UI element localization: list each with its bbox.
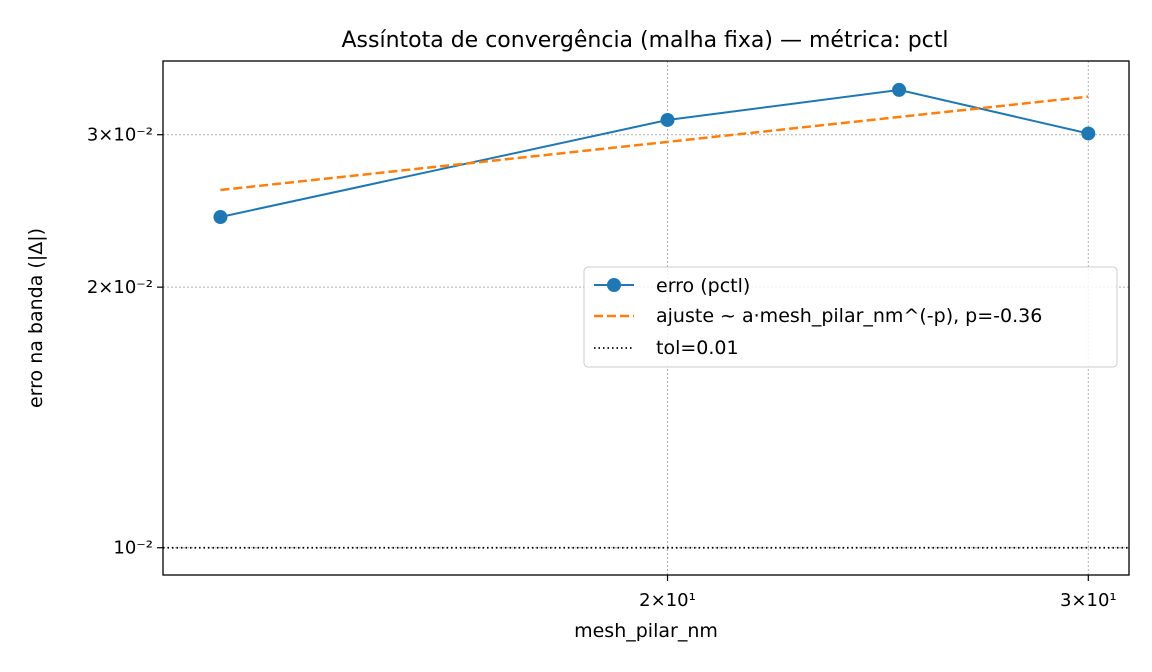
error-data-point: [660, 112, 675, 127]
tick-layer: 2×10¹ 3×10¹ 10⁻² 2×10⁻² 3×10⁻²: [87, 125, 1117, 611]
y-tick-label: 3×10⁻²: [87, 125, 153, 146]
legend-label-ajuste: ajuste ~ a·mesh_pilar_nm^(-p), p=-0.36: [656, 305, 1042, 327]
series-layer: [213, 82, 1096, 225]
x-tick-label: 3×10¹: [1060, 590, 1117, 611]
plot-frame: [162, 60, 1130, 576]
y-tick-label: 10⁻²: [113, 538, 153, 559]
legend: erro (pctl) ajuste ~ a·mesh_pilar_nm^(-p…: [583, 266, 1118, 368]
x-tick-label: 2×10¹: [639, 590, 696, 611]
error-data-point: [213, 210, 228, 225]
error-data-point: [1081, 126, 1096, 141]
legend-label-tol: tol=0.01: [656, 337, 739, 359]
error-data-point: [892, 82, 907, 97]
fit-line: [220, 95, 1089, 192]
y-tick-label: 2×10⁻²: [87, 277, 153, 298]
y-axis-label: erro na banda (|Δ|): [25, 228, 47, 408]
error-series-line: [220, 88, 1089, 218]
legend-marker-erro: [607, 278, 621, 292]
legend-label-erro: erro (pctl): [656, 275, 750, 297]
legend-box: [583, 266, 1118, 368]
x-axis-label: mesh_pilar_nm: [574, 620, 718, 642]
chart-title: Assíntota de convergência (malha fixa) —…: [341, 28, 948, 53]
